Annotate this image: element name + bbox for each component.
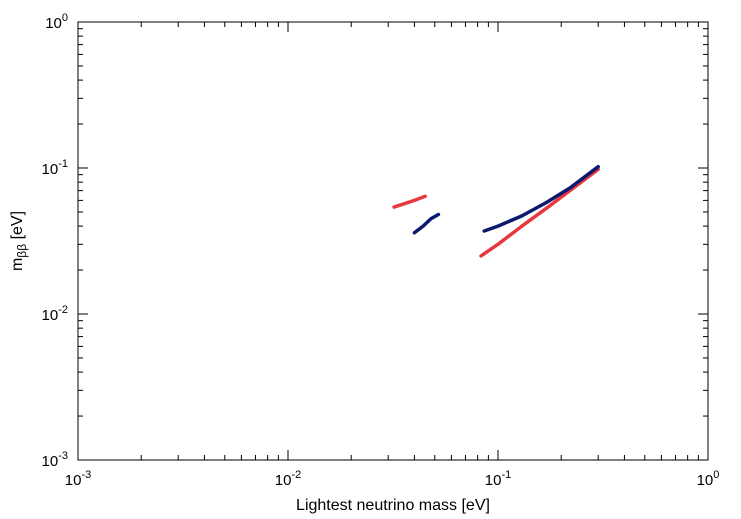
x-axis-label: Lightest neutrino mass [eV] <box>296 497 490 514</box>
y-tick-label-base: 10 <box>42 453 59 470</box>
y-tick-label: 10-2 <box>42 304 68 324</box>
y-tick-label-exp: 0 <box>62 12 68 24</box>
x-tick-label: 100 <box>697 469 720 489</box>
x-tick-label-base: 10 <box>275 472 292 489</box>
x-tick-label-exp: -3 <box>81 469 91 481</box>
y-tick-label: 10-3 <box>42 450 68 470</box>
y-tick-label-exp: -2 <box>58 304 68 316</box>
y-tick-label-base: 10 <box>42 161 59 178</box>
y-axis-label: mββ [eV] <box>9 211 29 271</box>
y-axis-label-suffix: [eV] <box>9 211 26 244</box>
y-tick-label-base: 10 <box>42 307 59 324</box>
y-axis-label-base: m <box>9 258 26 271</box>
plot-area <box>77 21 709 461</box>
x-tick-label-base: 10 <box>65 472 82 489</box>
y-tick-label: 100 <box>45 12 68 32</box>
series-1-segment-0 <box>412 212 441 235</box>
series-0-segment-1 <box>479 167 600 258</box>
x-tick-label-base: 10 <box>485 472 502 489</box>
x-tick-label-base: 10 <box>697 472 714 489</box>
y-tick-label-exp: -3 <box>58 450 68 462</box>
x-tick-label: 10-2 <box>275 469 301 489</box>
x-tick-label: 10-1 <box>485 469 511 489</box>
y-axis-label-subscript: ββ <box>15 244 29 258</box>
y-tick-label-exp: -1 <box>58 158 68 170</box>
x-tick-label-exp: 0 <box>713 469 719 481</box>
y-tick-label: 10-1 <box>42 158 68 178</box>
x-tick-label: 10-3 <box>65 469 91 489</box>
y-tick-label-base: 10 <box>45 15 62 32</box>
x-tick-label-exp: -2 <box>291 469 301 481</box>
ticks <box>77 21 709 461</box>
x-tick-label-exp: -1 <box>501 469 511 481</box>
series <box>392 164 600 258</box>
series-0-segment-0 <box>392 194 427 209</box>
series-1-segment-1 <box>482 164 600 233</box>
